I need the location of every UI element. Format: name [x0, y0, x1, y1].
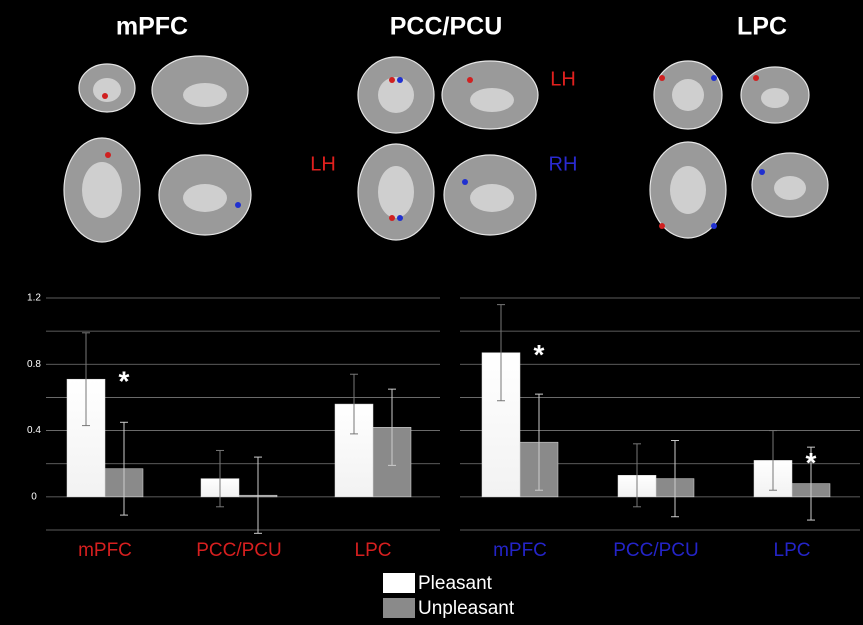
y-tick-label: 1.2 [27, 293, 41, 304]
x-tick-label: mPFC [493, 540, 547, 561]
legend-label: Pleasant [418, 573, 493, 594]
panel-title: mPFC [116, 13, 188, 41]
x-tick-label: PCC/PCU [613, 540, 699, 561]
hemisphere-label: LH [310, 153, 336, 175]
x-tick-label: PCC/PCU [196, 540, 282, 561]
y-tick-label: 0.4 [27, 425, 41, 436]
significance-mark: * [119, 366, 130, 397]
x-tick-label: mPFC [78, 540, 132, 561]
panel-title: LPC [737, 13, 787, 41]
legend-label: Unpleasant [418, 598, 515, 619]
y-tick-label: 0 [31, 491, 37, 502]
x-tick-label: LPC [774, 540, 811, 561]
significance-mark: * [534, 339, 545, 370]
hemisphere-label: LH [550, 68, 576, 90]
hemisphere-label: RH [549, 153, 578, 175]
significance-mark: * [806, 447, 817, 478]
figure: mPFC PCC/PCU LPC LH LH RH 0 0.4 0.8 1.2 mPFC PC… [0, 0, 863, 625]
legend-swatch [383, 573, 415, 593]
panel-title: PCC/PCU [390, 13, 503, 41]
legend-swatch [383, 598, 415, 618]
y-tick-label: 0.8 [27, 359, 41, 370]
x-tick-label: LPC [355, 540, 392, 561]
